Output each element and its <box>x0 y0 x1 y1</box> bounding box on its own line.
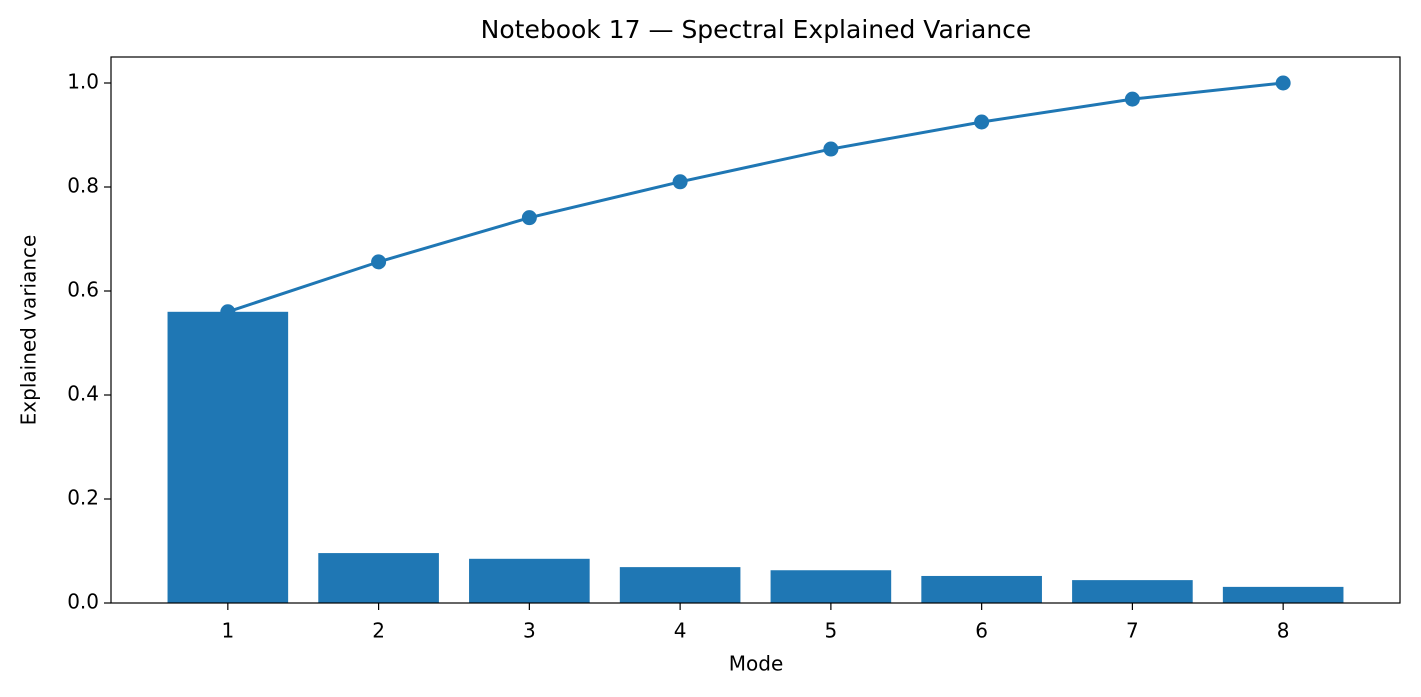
x-tick-label: 1 <box>221 619 234 643</box>
marker <box>974 114 990 130</box>
marker <box>1124 91 1140 107</box>
y-tick-label: 0.8 <box>67 174 99 198</box>
y-tick-label: 0.0 <box>67 590 99 614</box>
x-tick-label: 5 <box>825 619 838 643</box>
x-tick-label: 3 <box>523 619 536 643</box>
x-axis-label: Mode <box>729 652 784 676</box>
bar <box>1222 586 1344 603</box>
bar <box>619 567 741 603</box>
y-tick-label: 0.6 <box>67 278 99 302</box>
chart-title: Notebook 17 — Spectral Explained Varianc… <box>481 15 1032 44</box>
marker <box>521 210 537 226</box>
y-axis-label: Explained variance <box>17 235 41 426</box>
bar <box>167 311 289 603</box>
marker <box>1275 75 1291 91</box>
x-tick-label: 2 <box>372 619 385 643</box>
marker <box>823 141 839 157</box>
marker <box>220 304 236 320</box>
x-tick-label: 8 <box>1277 619 1290 643</box>
marker <box>371 254 387 270</box>
bar <box>318 553 439 603</box>
x-tick-label: 6 <box>975 619 988 643</box>
y-tick-label: 0.2 <box>67 486 99 510</box>
marker <box>672 174 688 190</box>
x-tick-label: 4 <box>674 619 687 643</box>
bar <box>921 575 1042 603</box>
y-tick-label: 0.4 <box>67 382 99 406</box>
y-tick-label: 1.0 <box>67 70 99 94</box>
plot-frame <box>110 56 1401 604</box>
line <box>227 81 1284 314</box>
x-tick-label: 7 <box>1126 619 1139 643</box>
bar <box>469 558 590 603</box>
bar <box>1072 580 1193 603</box>
bar <box>770 570 892 603</box>
